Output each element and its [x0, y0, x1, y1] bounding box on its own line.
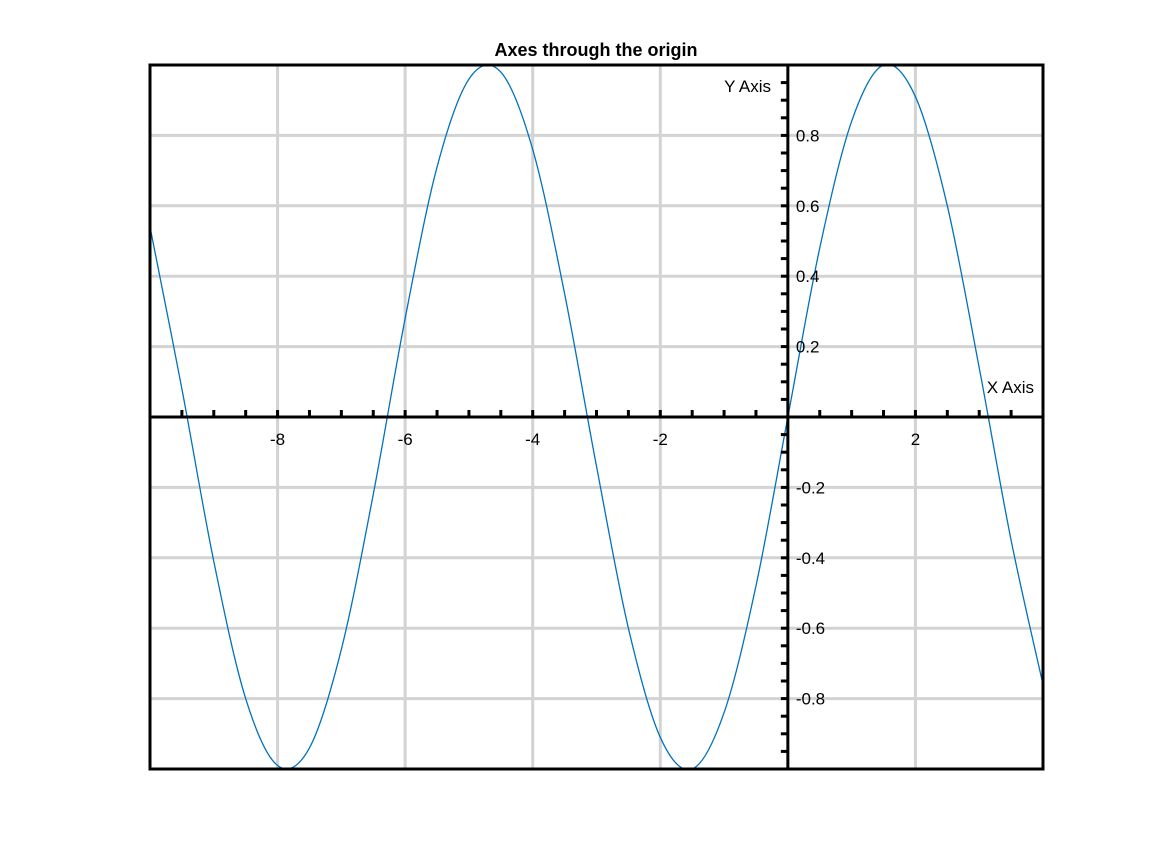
tick-labels: -8 -6 -4 -2 2 0.8 0.6 0.4 0.2 -0.2 -0.4 -0.6 -0.8	[270, 126, 920, 708]
y-tick-label: -0.2	[796, 478, 825, 497]
series-layer	[149, 63, 1044, 771]
x-tick-label: -8	[270, 430, 285, 449]
y-axis-label: Y Axis	[724, 77, 771, 96]
x-tick-label: -6	[398, 430, 413, 449]
x-tick-label: 2	[911, 430, 920, 449]
tick-marks	[180, 81, 1013, 753]
y-tick-label: -0.8	[796, 690, 825, 709]
series-line	[149, 63, 1044, 771]
x-tick-label: -4	[525, 430, 540, 449]
y-tick-label: -0.4	[796, 549, 825, 568]
x-tick-label: -2	[653, 430, 668, 449]
y-tick-label: 0.8	[796, 126, 820, 145]
y-tick-label: -0.6	[796, 619, 825, 638]
chart-title: Axes through the origin	[494, 40, 697, 60]
x-axis-label: X Axis	[987, 378, 1034, 397]
y-tick-label: 0.6	[796, 197, 820, 216]
y-tick-label: 0.2	[796, 338, 820, 357]
y-tick-label: 0.4	[796, 267, 820, 286]
